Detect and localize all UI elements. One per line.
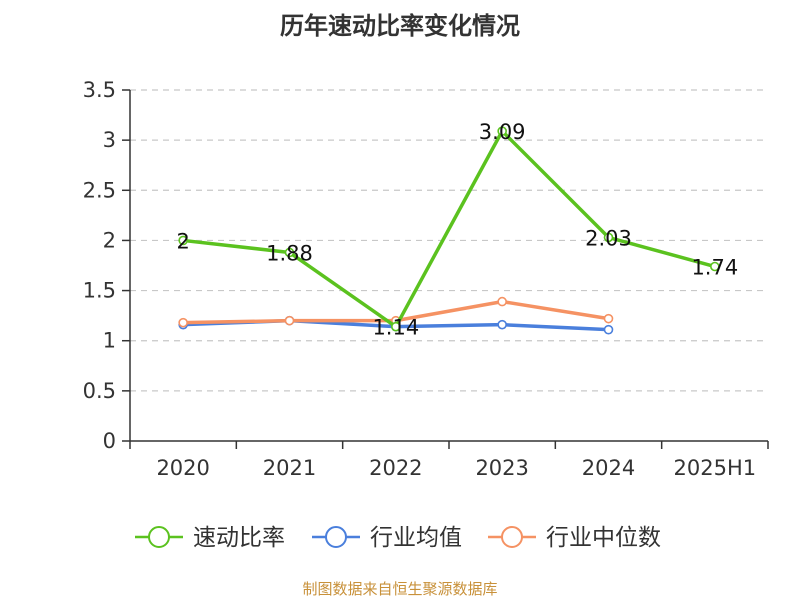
data-point [497,319,507,330]
y-tick-label: 2 [103,228,116,252]
source-note: 制图数据来自恒生聚源数据库 [302,580,498,598]
y-tick-label: 1 [103,329,116,353]
grid-lines [130,89,768,392]
legend-marker-icon [325,526,347,548]
data-label: 1.74 [691,256,738,280]
legend-label: 行业均值 [370,525,462,551]
legend-marker-icon [148,526,170,548]
data-point [178,235,188,246]
y-tick-label: 2.5 [83,178,116,202]
x-tick-label: 2023 [475,456,528,480]
data-point [284,247,295,258]
legend[interactable]: 速动比率 行业均值 行业中位数 [135,525,661,551]
x-tick-label: 2024 [582,456,635,480]
data-label: 1.88 [266,241,313,265]
data-point [710,261,720,272]
x-tick-label: 2021 [263,456,316,480]
legend-item[interactable]: 行业均值 [312,525,462,551]
x-tick-label: 2025H1 [674,456,757,480]
y-tick-label: 0.5 [83,379,116,403]
data-point [603,324,614,335]
y-tick-label: 1.5 [83,279,116,303]
legend-marker-icon [501,526,523,548]
y-tick-label: 0 [103,429,116,453]
x-tick-label: 2022 [369,456,422,480]
legend-label: 速动比率 [193,525,285,551]
legend-item[interactable]: 行业中位数 [488,525,661,551]
data-point [603,232,614,243]
data-label: 3.09 [479,120,526,144]
data-label: 2 [176,229,189,253]
chart-title: 历年速动比率变化情况 [280,12,520,40]
data-point [391,321,401,332]
data-point [284,315,295,326]
series-line [181,129,717,329]
data-point [497,296,507,307]
legend-label: 行业中位数 [546,525,661,551]
data-label: 2.03 [585,226,632,250]
legend-item[interactable]: 速动比率 [135,525,285,551]
data-point [497,126,507,136]
axes: 0 0.5 1 1.5 2 2.5 3 3.5 2020 2021 2022 2023 2024 2025… [83,78,769,480]
data-point [603,313,614,324]
data-labels: 2 1.88 1.14 3.09 2.03 1.74 [176,120,738,340]
series-layer [178,126,720,335]
y-tick-label: 3.5 [83,78,116,102]
x-tick-label: 2020 [156,456,209,480]
y-tick-label: 3 [103,128,116,152]
data-label: 1.14 [372,316,419,340]
data-point [178,317,188,328]
